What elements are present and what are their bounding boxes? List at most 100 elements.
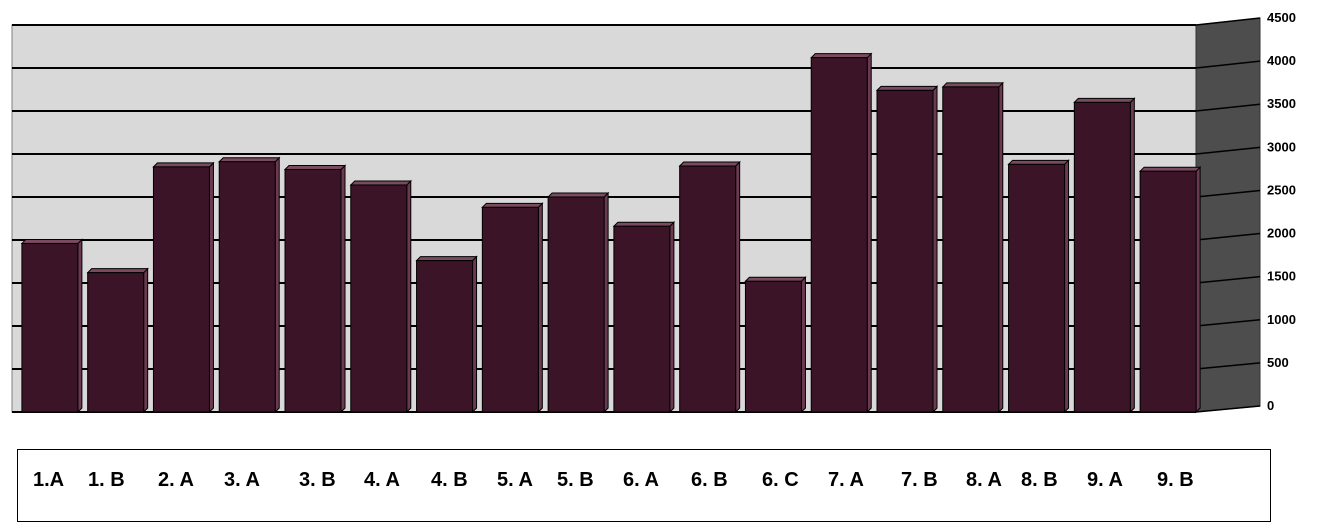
y-tick-label: 2500 xyxy=(1267,182,1296,197)
bar xyxy=(86,267,149,414)
bar xyxy=(349,179,412,414)
bar-chart: 0 500 1000 1500 2000 2500 3000 3500 4000 4500 xyxy=(11,10,1296,414)
bar-top xyxy=(218,157,281,163)
bar xyxy=(546,191,610,414)
category-label: 7. A xyxy=(828,469,864,491)
bar-side xyxy=(1129,97,1135,414)
bar-top xyxy=(1007,159,1070,165)
y-tick-label: 0 xyxy=(1267,398,1274,413)
bar-top xyxy=(678,161,741,167)
category-label: 9. B xyxy=(1157,469,1194,491)
bar-top xyxy=(1138,166,1202,172)
bar-side xyxy=(77,238,83,414)
gridline xyxy=(1195,319,1261,327)
category-label: 3. B xyxy=(299,469,336,491)
bar-side xyxy=(669,221,675,414)
bar xyxy=(1138,165,1202,414)
bar-top xyxy=(744,276,807,282)
bars xyxy=(20,52,1202,414)
category-label: 4. B xyxy=(431,469,468,491)
y-tick-label: 2000 xyxy=(1267,226,1296,241)
category-label: 9. A xyxy=(1087,469,1123,491)
bar-front xyxy=(613,225,671,413)
category-label: 2. A xyxy=(158,469,194,491)
y-tick-label: 500 xyxy=(1267,355,1289,370)
category-axis-box: 1.A 1. B 2. A 3. A 3. B 4. A 4. B 5. A 5… xyxy=(17,449,1271,522)
category-label: 3. A xyxy=(224,469,260,491)
bar-top xyxy=(283,164,347,170)
bar-top xyxy=(1073,97,1136,103)
y-tick-label: 3500 xyxy=(1267,96,1296,111)
category-label: 6. C xyxy=(762,469,799,491)
bar xyxy=(1073,97,1136,414)
category-label: 8. A xyxy=(966,469,1002,491)
gridline xyxy=(1195,60,1261,69)
bar xyxy=(415,255,478,414)
bar-side xyxy=(998,81,1004,414)
gridline xyxy=(1195,275,1261,284)
y-tick-label: 3000 xyxy=(1267,139,1296,154)
bar xyxy=(678,160,741,414)
bar-top xyxy=(481,202,544,208)
category-label: 7. B xyxy=(901,469,938,491)
bar-side xyxy=(274,156,280,414)
y-tick-label: 1500 xyxy=(1267,269,1296,284)
bar-front xyxy=(876,89,934,413)
gridline xyxy=(1195,189,1261,198)
bar xyxy=(744,276,807,414)
gridline xyxy=(1195,17,1261,26)
bar-side xyxy=(800,276,806,414)
bar-top xyxy=(86,268,149,274)
bar xyxy=(875,85,939,414)
bar-side xyxy=(537,202,543,414)
bar-front xyxy=(1073,101,1131,413)
bar-top xyxy=(415,256,478,262)
gridline xyxy=(1195,405,1261,413)
bar-front xyxy=(547,196,605,413)
category-label: 1. B xyxy=(88,469,125,491)
bar-front xyxy=(942,86,1000,413)
bar-front xyxy=(1139,170,1197,413)
category-label: 5. B xyxy=(557,469,594,491)
bar-side xyxy=(866,52,872,414)
gridline xyxy=(1195,232,1261,241)
bar-front xyxy=(21,242,79,413)
bar-front xyxy=(810,57,868,413)
bar-side xyxy=(472,255,478,414)
bar-side xyxy=(340,164,346,414)
bar xyxy=(152,161,215,414)
gridline xyxy=(1195,362,1261,370)
gridline xyxy=(1195,146,1261,155)
bar-front xyxy=(1008,163,1066,413)
plot-side-wall xyxy=(1195,17,1261,413)
bar-side xyxy=(735,160,741,414)
category-label: 4. A xyxy=(364,469,400,491)
bar xyxy=(612,221,676,414)
bar-side xyxy=(143,267,149,414)
bar xyxy=(218,156,281,414)
category-label: 6. A xyxy=(623,469,659,491)
bar-front xyxy=(679,165,737,413)
bar xyxy=(283,164,347,414)
y-tick-label: 4000 xyxy=(1267,53,1296,68)
bar xyxy=(941,81,1004,414)
bar xyxy=(481,202,544,414)
bar-front xyxy=(481,206,539,413)
bar-front xyxy=(87,272,145,413)
bar-side xyxy=(208,161,214,414)
bar-front xyxy=(284,168,342,413)
bar-top xyxy=(152,162,215,168)
category-label: 5. A xyxy=(497,469,533,491)
bar xyxy=(20,238,84,414)
bar xyxy=(1007,159,1070,414)
bar-side xyxy=(406,179,412,414)
bar-front xyxy=(350,184,408,413)
y-axis-ticks: 0 500 1000 1500 2000 2500 3000 3500 4000 4500 xyxy=(1267,10,1296,413)
y-tick-label: 4500 xyxy=(1267,10,1296,25)
bar-front xyxy=(744,280,802,413)
bar-front xyxy=(416,260,474,413)
bar-front xyxy=(218,161,276,413)
bar-side xyxy=(1064,159,1070,414)
bar-top xyxy=(20,238,84,244)
y-tick-label: 1000 xyxy=(1267,312,1296,327)
